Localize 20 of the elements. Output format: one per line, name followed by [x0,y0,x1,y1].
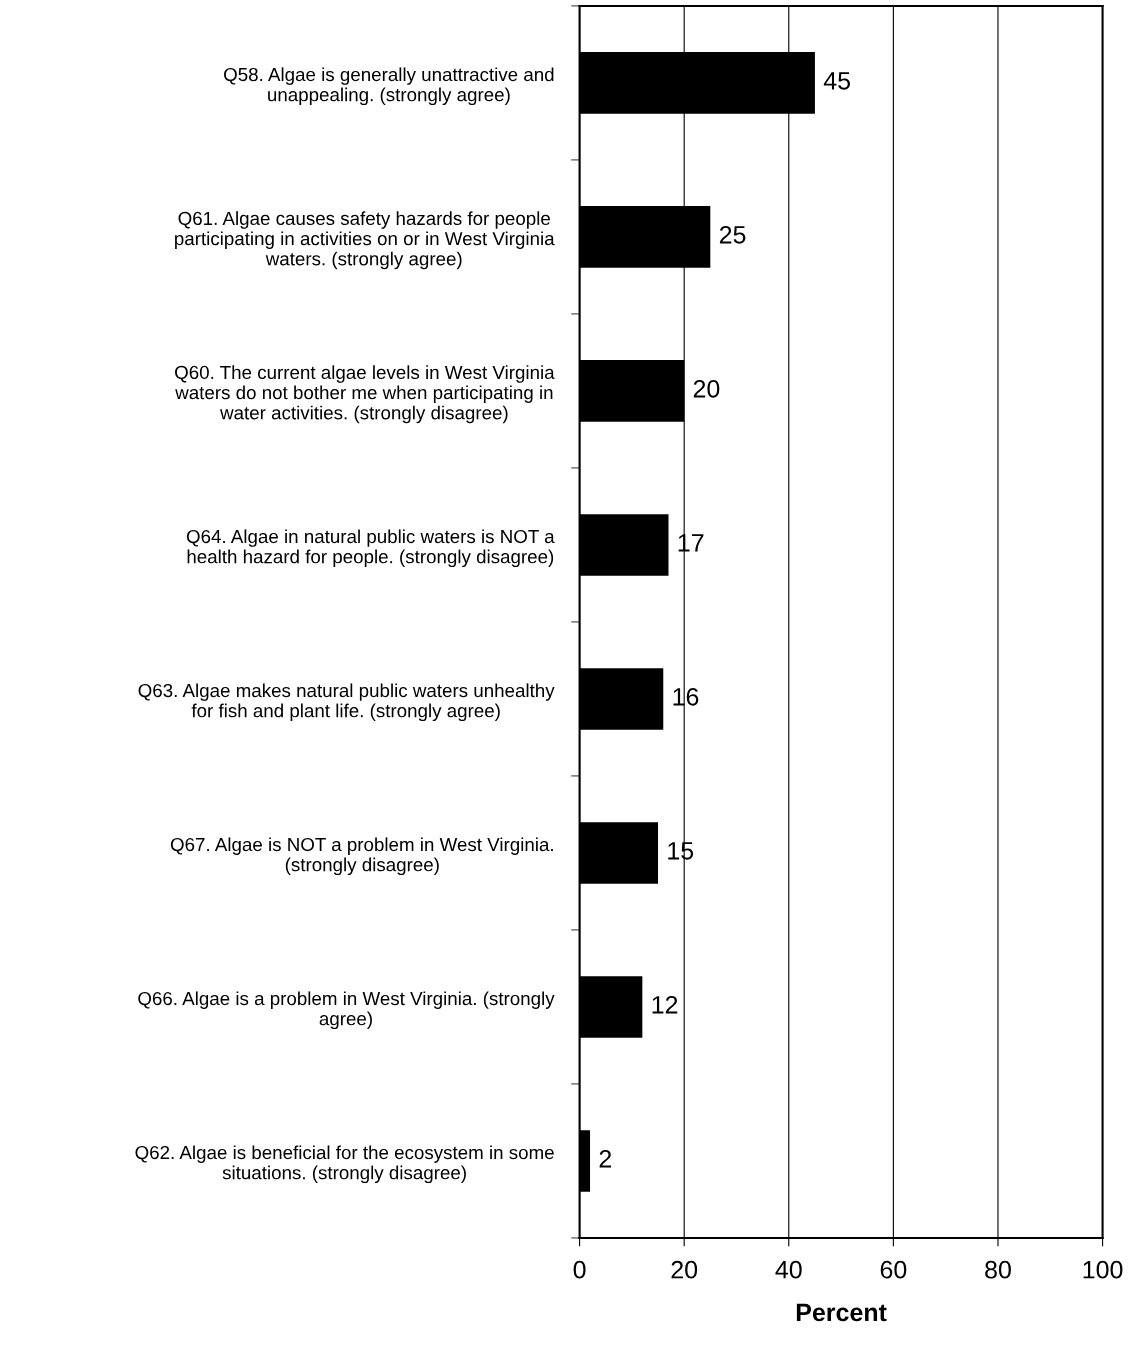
y-tick-label: Q61. Algae causes safety hazards for people participating in activities on or in West Virginia waters. (strongly agree) [175,211,555,270]
y-tick-label: Q63. Algae makes natural public waters unhealthy for fish and plant life. (strongly agree) [138,683,555,722]
x-tick-label: 20 [671,1260,698,1279]
data-label: 20 [693,379,720,398]
x-tick-label: 0 [573,1260,586,1279]
y-tick-label: Q67. Algae is NOT a problem in West Virginia. (strongly disagree) [170,837,553,876]
y-tick-label: Q60. The current algae levels in West Virginia waters do not bother me when participating in water activities. (strongly disagree) [175,365,555,424]
data-label: 2 [599,1149,612,1168]
y-tick-label: Q62. Algae is beneficial for the ecosystem in some situations. (strongly disagree) [135,1145,554,1184]
x-tick-label: 40 [775,1260,802,1279]
y-tick-label: Q58. Algae is generally unattractive and unappealing. (strongly agree) [224,67,554,106]
data-label: 45 [823,72,851,90]
y-tick-label: Q64. Algae in natural public waters is NOT a health hazard for people. (strongly disagree) [186,529,555,568]
x-tick-label: 80 [985,1260,1011,1279]
data-label: 25 [719,225,746,244]
data-label: 12 [652,995,678,1014]
x-tick-label: 60 [880,1260,907,1279]
x-axis-title: Percent [796,1303,887,1322]
y-tick-label: Q66. Algae is a problem in West Virginia. (strongly agree) [138,991,555,1030]
x-tick-label: 100 [1083,1260,1123,1279]
